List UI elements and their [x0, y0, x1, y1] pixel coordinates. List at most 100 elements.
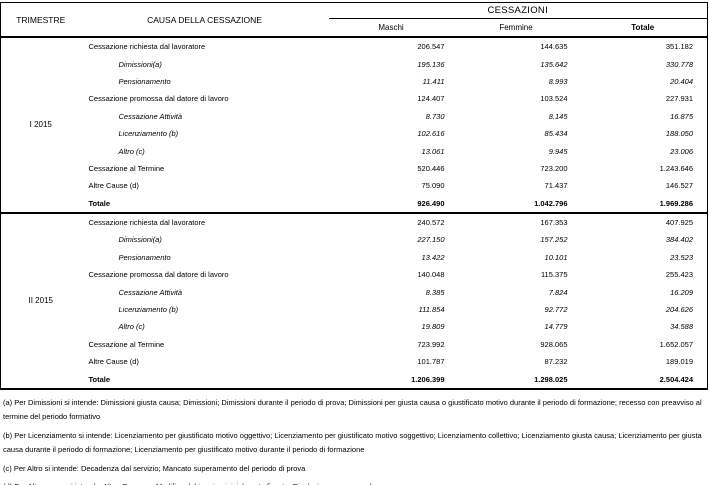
footnote-b: (b) Per Licenziamento si intende: Licenz…	[3, 430, 702, 455]
cell-totale: 384.402	[665, 235, 694, 245]
total-row: Totale 926.490 1.042.796 1.969.286	[1, 195, 708, 213]
cell-maschi: 75.090	[421, 181, 445, 191]
row-label: Cessazione al Termine	[88, 339, 165, 349]
row-label: Licenziamento (b)	[118, 305, 179, 315]
cessazioni-table: TRIMESTRE CAUSA DELLA CESSAZIONE CESSAZI…	[0, 2, 709, 390]
row-label: Cessazione Attività	[118, 111, 183, 121]
footnote-a: (a) Per Dimissioni si intende: Dimission…	[3, 397, 702, 422]
row-label: Cessazione richiesta dal lavoratore	[88, 42, 206, 52]
cell-femmine: 8.145	[548, 111, 568, 121]
col-header-cessazioni: CESSAZIONI	[328, 2, 708, 19]
row-label: Cessazione promossa dal datore di lavoro	[88, 94, 229, 104]
row-label: Altro (c)	[118, 146, 145, 156]
section-quarter-1: I 2015 Cessazione richiesta dal lavorato…	[0, 37, 708, 213]
footnote-d: (d) Per Altre cause si intende: Altro; D…	[3, 480, 706, 485]
cell-maschi: 13.422	[421, 252, 445, 262]
cell-totale: 188.050	[665, 129, 694, 139]
cell-totale: 16.875	[670, 111, 694, 121]
table-row: Cessazione al Termine 723.992 928.065 1.…	[1, 336, 708, 353]
cell-femmine: 1.298.025	[534, 374, 568, 384]
cell-femmine: 157.252	[540, 235, 568, 245]
table-row: Cessazione Attività 8.385 7.824 16.209	[1, 283, 708, 300]
row-label: Dimissioni(a)	[118, 59, 162, 69]
table-row: Pensionamento 11.411 8.993 20.404	[1, 73, 708, 90]
table-row: Licenziamento (b) 111.854 92.772 204.626	[1, 301, 708, 318]
col-header-maschi: Maschi	[378, 23, 404, 32]
cell-maschi: 1.206.399	[411, 374, 445, 384]
cell-femmine: 8.993	[548, 76, 568, 86]
cell-femmine: 144.635	[540, 42, 568, 52]
table-row: Dimissioni(a) 227.150 157.252 384.402	[1, 231, 708, 248]
row-label: Altre Cause (d)	[88, 357, 139, 367]
cell-maschi: 240.572	[417, 218, 445, 228]
row-label: Totale	[88, 374, 111, 384]
cell-totale: 2.504.424	[659, 374, 694, 384]
cell-totale: 34.588	[670, 322, 694, 332]
cell-maschi: 111.854	[418, 305, 445, 315]
cell-maschi: 11.411	[422, 76, 445, 86]
cell-femmine: 14.779	[544, 322, 568, 332]
cell-totale: 23.006	[670, 146, 694, 156]
row-label: Cessazione promossa dal datore di lavoro	[88, 270, 229, 280]
total-row: Totale 1.206.399 1.298.025 2.504.424	[1, 370, 708, 388]
cell-totale: 351.182	[665, 42, 694, 52]
row-label: Cessazione Attività	[118, 287, 183, 297]
cell-maschi: 140.048	[417, 270, 445, 280]
row-label: Dimissioni(a)	[118, 235, 162, 245]
table-row: Altro (c) 13.061 9.945 23.006	[1, 142, 708, 159]
table-row: I 2015 Cessazione richiesta dal lavorato…	[1, 37, 708, 129]
table-row: Cessazione Attività 8.730 8.145 16.875	[1, 108, 708, 125]
row-label: Pensionamento	[118, 76, 171, 86]
row-label: Licenziamento (b)	[118, 129, 179, 139]
table-row: Licenziamento (b) 102.616 85.434 188.050	[1, 125, 708, 142]
cell-totale: 255.423	[665, 270, 694, 280]
cell-femmine: 71.437	[544, 181, 568, 191]
col-header-trimestre: TRIMESTRE	[16, 14, 66, 25]
table-row: Cessazione promossa dal datore di lavoro…	[1, 266, 708, 283]
quarter-label: I 2015	[29, 120, 52, 130]
cell-femmine: 10.101	[544, 252, 568, 262]
cell-femmine: 85.434	[544, 129, 568, 139]
cell-maschi: 8.385	[425, 287, 445, 297]
cell-totale: 146.527	[665, 181, 694, 191]
cell-maschi: 926.490	[417, 198, 445, 208]
cell-maschi: 227.150	[417, 235, 445, 245]
table-row: Cessazione promossa dal datore di lavoro…	[1, 90, 708, 107]
row-label: Pensionamento	[118, 252, 171, 262]
cell-totale: 227.931	[665, 94, 694, 104]
cell-maschi: 102.616	[417, 129, 445, 139]
cell-maschi: 8.730	[425, 111, 445, 121]
cell-totale: 407.925	[665, 218, 694, 228]
table-row: Altre Cause (d) 75.090 71.437 146.527	[1, 177, 708, 194]
cell-femmine: 87.232	[544, 357, 568, 367]
cell-totale: 1.969.286	[659, 198, 694, 208]
col-header-causa: CAUSA DELLA CESSAZIONE	[147, 14, 262, 25]
cell-totale: 20.404	[670, 76, 694, 86]
cell-femmine: 928.065	[540, 339, 568, 349]
table-row: Altro (c) 19.809 14.779 34.588	[1, 318, 708, 335]
quarter-label: II 2015	[28, 296, 53, 306]
cell-totale: 1.243.646	[659, 163, 694, 173]
cell-femmine: 167.353	[540, 218, 568, 228]
footnotes: (a) Per Dimissioni si intende: Dimission…	[0, 390, 709, 485]
row-label: Cessazione al Termine	[88, 163, 165, 173]
cell-totale: 189.019	[665, 357, 694, 367]
footnote-c: (c) Per Altro si intende: Decadenza dal …	[3, 463, 306, 473]
row-label: Altre Cause (d)	[88, 181, 139, 191]
table-row: Altre Cause (d) 101.787 87.232 189.019	[1, 353, 708, 370]
cell-maschi: 520.446	[417, 163, 445, 173]
cell-maschi: 723.992	[417, 339, 445, 349]
cell-maschi: 206.547	[417, 42, 445, 52]
cell-maschi: 13.061	[421, 146, 445, 156]
cell-femmine: 7.824	[548, 287, 568, 297]
row-label: Totale	[88, 198, 111, 208]
table-row: Cessazione al Termine 520.446 723.200 1.…	[1, 160, 708, 177]
cell-femmine: 103.524	[540, 94, 568, 104]
table-row: Dimissioni(a) 195.136 135.642 330.778	[1, 55, 708, 72]
cell-femmine: 92.772	[544, 305, 568, 315]
cell-femmine: 115.375	[540, 270, 568, 280]
cell-femmine: 9.945	[548, 146, 568, 156]
cell-maschi: 195.136	[417, 59, 445, 69]
cell-totale: 16.209	[670, 287, 694, 297]
cell-femmine: 1.042.796	[534, 198, 568, 208]
